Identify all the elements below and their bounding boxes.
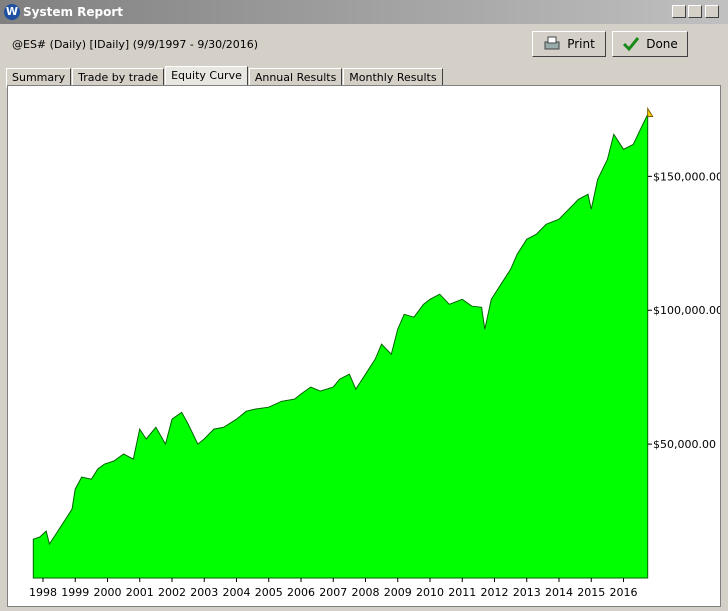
close-button[interactable] xyxy=(705,5,719,18)
print-button[interactable]: Print xyxy=(532,31,606,57)
tab-strip: Summary Trade by trade Equity Curve Annual … xyxy=(6,66,444,88)
x-tick-label: 2007 xyxy=(319,586,347,599)
x-tick-label: 2015 xyxy=(577,586,605,599)
x-tick-label: 2016 xyxy=(609,586,637,599)
title-bar: W System Report xyxy=(0,0,728,24)
x-tick-label: 2006 xyxy=(287,586,315,599)
y-tick-label: $150,000.00 xyxy=(653,170,720,183)
x-tick-label: 2009 xyxy=(384,586,412,599)
chart: $50,000.00 $100,000.00 $150,000.00 1998 1999… xyxy=(29,106,723,599)
y-tick-label: $50,000.00 xyxy=(653,438,716,451)
done-icon xyxy=(623,37,640,52)
done-label: Done xyxy=(646,37,678,51)
y-tick-label: $100,000.00 xyxy=(653,304,720,317)
tab[interactable]: Annual Results xyxy=(248,68,343,88)
tab[interactable]: Summary xyxy=(6,68,72,88)
x-tick-label: 2004 xyxy=(222,586,250,599)
minimize-button[interactable] xyxy=(672,5,686,18)
window-title: System Report xyxy=(23,5,124,19)
app-icon: W xyxy=(4,4,20,20)
x-tick-label: 2002 xyxy=(158,586,186,599)
x-tick-label: 2013 xyxy=(513,586,541,599)
x-tick-label: 2000 xyxy=(93,586,121,599)
maximize-button[interactable] xyxy=(688,5,702,18)
chart-panel: $50,000.00 $100,000.00 $150,000.00 1998 1999… xyxy=(7,85,723,607)
tab[interactable]: Trade by trade xyxy=(72,68,165,88)
symbol-info: @ES# (Daily) [IDaily] (9/9/1997 - 9/30/2… xyxy=(12,38,259,51)
x-tick-label: 2014 xyxy=(545,586,573,599)
x-tick-label: 2008 xyxy=(351,586,379,599)
equity-area xyxy=(32,114,649,579)
x-tick-label: 1999 xyxy=(61,586,89,599)
print-icon xyxy=(544,36,560,50)
x-tick-label: 2010 xyxy=(416,586,444,599)
x-tick-label: 2001 xyxy=(126,586,154,599)
tab[interactable]: Monthly Results xyxy=(343,68,443,88)
print-label: Print xyxy=(567,37,595,51)
done-button[interactable]: Done xyxy=(612,31,688,57)
x-tick-label: 2012 xyxy=(480,586,508,599)
x-tick-label: 1998 xyxy=(29,586,57,599)
x-tick-label: 2011 xyxy=(448,586,476,599)
x-tick-label: 2005 xyxy=(255,586,283,599)
tab[interactable]: Equity Curve xyxy=(165,66,248,88)
end-marker xyxy=(647,106,654,118)
x-tick-label: 2003 xyxy=(190,586,218,599)
